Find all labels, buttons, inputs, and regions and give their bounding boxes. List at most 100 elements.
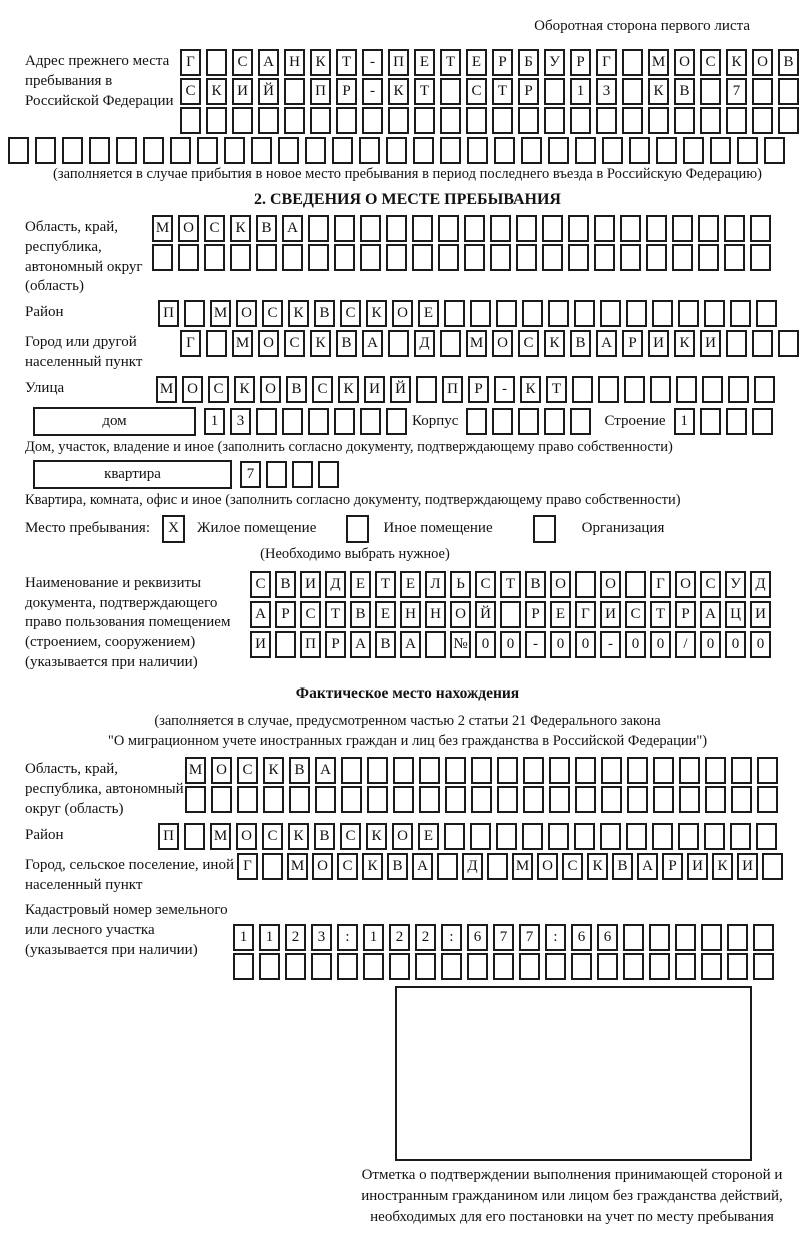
char-box: О	[258, 330, 279, 358]
stay-type-checkbox-other	[346, 514, 370, 543]
char-box: /	[675, 630, 696, 658]
char-box: Е	[466, 49, 487, 76]
char-box	[752, 78, 773, 105]
cadastre-row-2	[233, 953, 779, 981]
previous-address-row-4	[8, 137, 790, 164]
char-box: В	[256, 215, 277, 242]
char-box: Г	[180, 330, 201, 358]
section2-title: 2. СВЕДЕНИЯ О МЕСТЕ ПРЕБЫВАНИЯ	[254, 191, 561, 208]
char-box	[730, 822, 751, 850]
char-box: К	[310, 49, 331, 76]
previous-address-row-3	[180, 107, 800, 134]
char-box: С	[625, 600, 646, 628]
apartment-note: Квартира, комната, офис и иное (заполнит…	[25, 491, 681, 508]
char-box: А	[412, 852, 433, 880]
char-box	[568, 215, 589, 242]
char-box	[425, 630, 446, 658]
stroenie-row: 1	[673, 407, 778, 435]
char-box	[574, 300, 595, 328]
char-box: М	[648, 49, 669, 76]
field-previous-address: Адрес прежнего места пребывания в Россий…	[25, 49, 799, 134]
char-box: 0	[500, 630, 521, 658]
char-box	[623, 953, 644, 981]
char-box: С	[340, 300, 361, 328]
stroenie-label: Строение	[604, 412, 666, 429]
district-label: Район	[25, 304, 64, 321]
char-box: О	[752, 49, 773, 76]
char-box	[600, 822, 621, 850]
char-box: К	[726, 49, 747, 76]
char-box: К	[544, 330, 565, 358]
char-box	[185, 786, 206, 814]
char-box	[440, 107, 461, 134]
char-box	[700, 107, 721, 134]
char-box: №	[450, 630, 471, 658]
char-box	[464, 215, 485, 242]
char-box: М	[466, 330, 487, 358]
char-box: О	[312, 852, 333, 880]
char-box	[725, 407, 747, 435]
char-box	[622, 107, 643, 134]
char-box	[620, 215, 641, 242]
char-box: Т	[336, 49, 357, 76]
char-box: П	[310, 78, 331, 105]
char-box: Д	[750, 570, 771, 598]
char-box	[470, 822, 491, 850]
char-box	[388, 107, 409, 134]
char-box	[653, 757, 674, 785]
char-box: Е	[375, 600, 396, 628]
char-box: С	[204, 215, 225, 242]
char-box: Б	[518, 49, 539, 76]
char-box	[367, 757, 388, 785]
char-box: И	[700, 330, 721, 358]
char-box	[750, 244, 771, 271]
char-box	[570, 407, 592, 435]
char-box: М	[152, 215, 173, 242]
char-box	[62, 137, 83, 164]
char-box	[523, 786, 544, 814]
char-box: К	[587, 852, 608, 880]
char-box	[206, 330, 227, 358]
char-box	[367, 786, 388, 814]
char-box	[258, 107, 279, 134]
char-box	[737, 137, 758, 164]
char-box	[625, 570, 646, 598]
field-actual-region: Область, край, республика, автономный ок…	[25, 757, 790, 819]
char-box	[444, 300, 465, 328]
char-box	[731, 757, 752, 785]
char-box	[386, 137, 407, 164]
char-box	[464, 244, 485, 271]
char-box: О	[674, 49, 695, 76]
char-box	[490, 215, 511, 242]
char-box	[575, 137, 596, 164]
char-box	[204, 244, 225, 271]
char-box: К	[230, 215, 251, 242]
char-box: В	[336, 330, 357, 358]
char-box: Д	[325, 570, 346, 598]
field-apartment: квартира 7	[33, 459, 790, 489]
char-box: :	[337, 924, 358, 952]
char-box	[414, 107, 435, 134]
char-box: 6	[597, 924, 618, 952]
char-box	[698, 215, 719, 242]
char-box: А	[596, 330, 617, 358]
field-actual-city: Город, сельское поселение, иной населенн…	[25, 852, 790, 896]
char-box: Т	[440, 49, 461, 76]
char-box	[542, 244, 563, 271]
char-box: Е	[350, 570, 371, 598]
char-box	[596, 107, 617, 134]
char-box: О	[178, 215, 199, 242]
char-box: М	[232, 330, 253, 358]
char-box	[437, 852, 458, 880]
char-box: 7	[519, 924, 540, 952]
char-box	[678, 300, 699, 328]
char-box	[752, 107, 773, 134]
char-box: 1	[233, 924, 254, 952]
char-box: В	[286, 375, 307, 403]
char-box: О	[600, 570, 621, 598]
char-box	[676, 375, 697, 403]
